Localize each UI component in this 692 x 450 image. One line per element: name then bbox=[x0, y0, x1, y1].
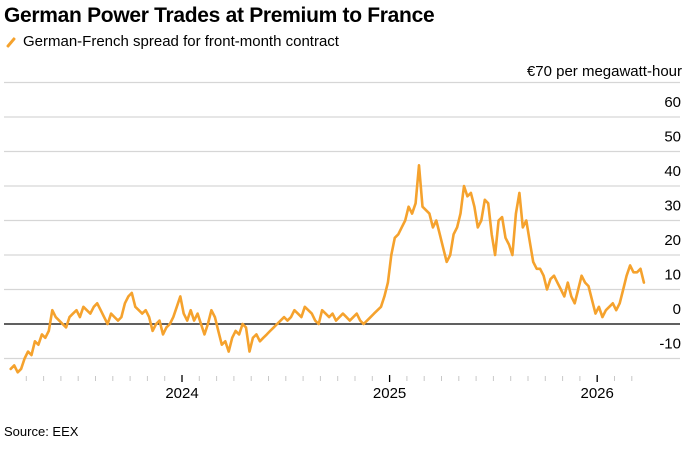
y-tick-label: 10 bbox=[664, 267, 681, 284]
y-axis-ticks: 60 50 40 30 20 10 0 -10 bbox=[659, 94, 681, 353]
x-tick-label: 2026 bbox=[581, 385, 614, 402]
legend-label: German-French spread for front-month con… bbox=[23, 33, 339, 50]
y-tick-label: 30 bbox=[664, 198, 681, 215]
gridlines bbox=[4, 81, 680, 360]
line-chart: 60 50 40 30 20 10 0 -10 2024 2025 2026 bbox=[4, 81, 681, 402]
chart-title: German Power Trades at Premium to France bbox=[4, 4, 435, 27]
source-note: Source: EEX bbox=[4, 424, 79, 439]
series-line bbox=[9, 164, 646, 374]
x-axis: 2024 2025 2026 bbox=[25, 375, 633, 402]
y-tick-label: 50 bbox=[664, 129, 681, 146]
series-layer bbox=[9, 164, 646, 374]
legend: German-French spread for front-month con… bbox=[4, 33, 339, 50]
y-tick-label: 60 bbox=[664, 94, 681, 111]
y-tick-label: 20 bbox=[664, 232, 681, 249]
x-tick-label: 2025 bbox=[373, 385, 406, 402]
x-tick-label: 2024 bbox=[165, 385, 198, 402]
y-tick-label: -10 bbox=[659, 336, 681, 353]
unit-label: €70 per megawatt-hour bbox=[526, 63, 682, 80]
y-tick-label: 0 bbox=[673, 301, 681, 318]
y-tick-label: 40 bbox=[664, 163, 681, 180]
